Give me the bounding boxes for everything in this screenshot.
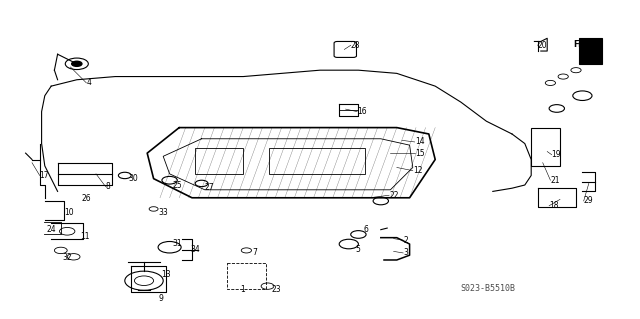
- Text: 2: 2: [403, 236, 408, 245]
- Text: 25: 25: [173, 181, 182, 190]
- Text: 32: 32: [63, 253, 72, 262]
- Text: 9: 9: [159, 294, 164, 303]
- Text: S023-B5510B: S023-B5510B: [461, 285, 516, 293]
- Text: 31: 31: [173, 239, 182, 248]
- Circle shape: [72, 61, 82, 66]
- Text: 3: 3: [403, 249, 408, 257]
- Text: 22: 22: [389, 191, 399, 200]
- Text: 33: 33: [159, 208, 168, 217]
- Text: 20: 20: [538, 41, 547, 50]
- Text: 27: 27: [205, 183, 214, 192]
- Text: 1: 1: [240, 285, 244, 294]
- Text: Fr.: Fr.: [573, 40, 584, 49]
- Text: 18: 18: [549, 201, 559, 210]
- Text: 12: 12: [413, 166, 422, 175]
- Text: 28: 28: [351, 41, 360, 50]
- Polygon shape: [579, 38, 602, 64]
- Text: 11: 11: [80, 232, 90, 241]
- Text: 14: 14: [415, 137, 424, 146]
- Text: 13: 13: [161, 270, 171, 279]
- Text: 21: 21: [550, 176, 560, 185]
- Text: 23: 23: [272, 285, 282, 294]
- Text: 17: 17: [40, 171, 49, 180]
- Text: 30: 30: [128, 174, 138, 183]
- Text: 29: 29: [584, 197, 593, 205]
- Text: 10: 10: [64, 208, 74, 217]
- Text: 16: 16: [357, 107, 367, 116]
- Text: 5: 5: [356, 245, 361, 254]
- Text: 8: 8: [106, 182, 110, 191]
- Text: 6: 6: [364, 225, 369, 234]
- Text: 15: 15: [415, 149, 424, 158]
- Text: 26: 26: [82, 194, 92, 203]
- Text: 19: 19: [552, 150, 561, 159]
- Text: 4: 4: [86, 78, 92, 87]
- Text: 34: 34: [191, 245, 200, 254]
- Text: 24: 24: [46, 225, 56, 234]
- Text: 7: 7: [253, 248, 258, 256]
